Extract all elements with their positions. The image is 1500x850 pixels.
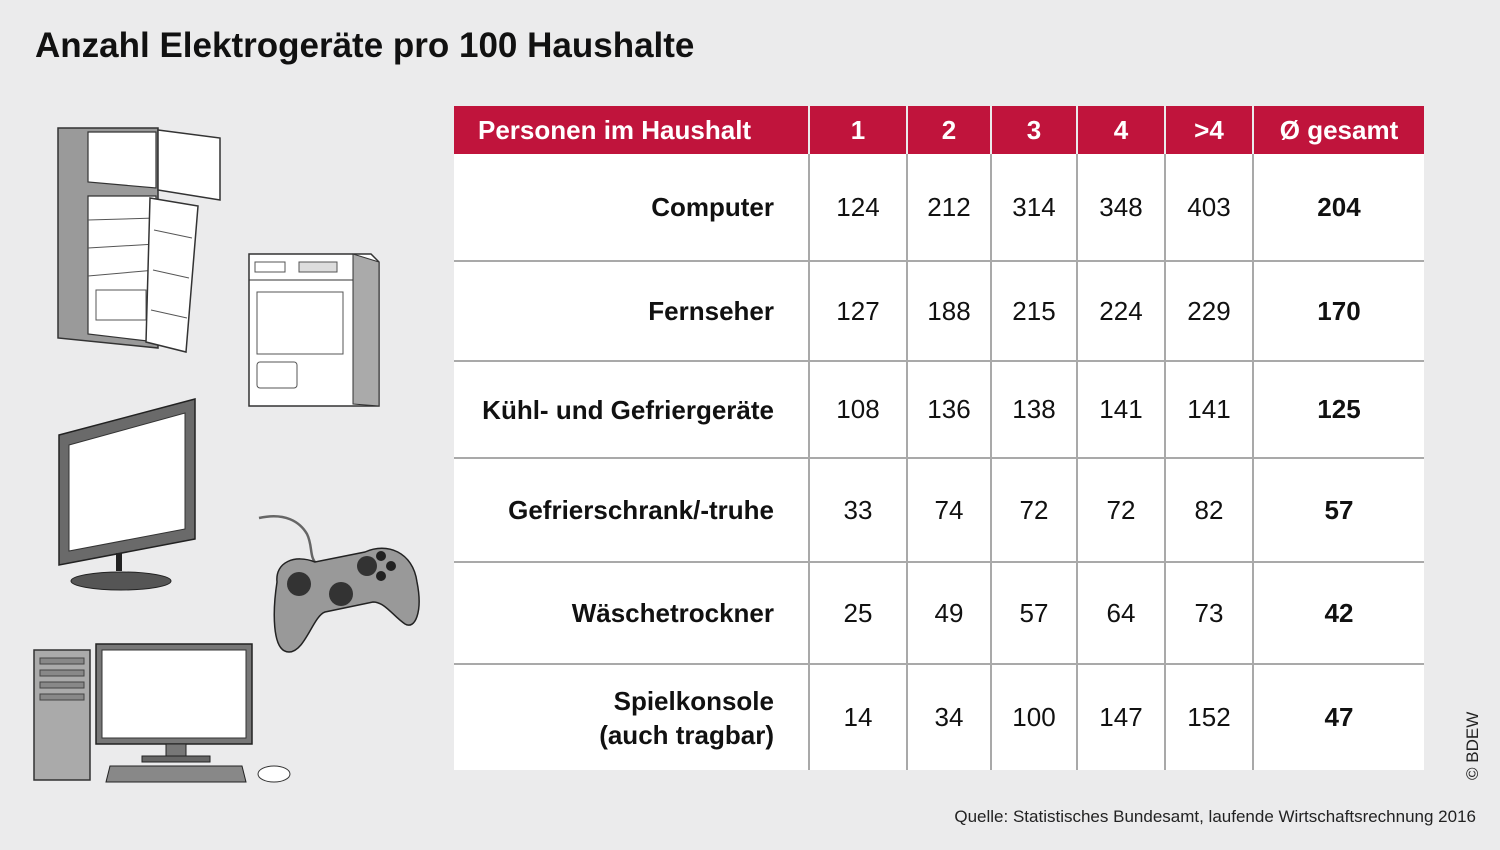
- cell-value: 33: [809, 457, 908, 562]
- cell-average: 170: [1253, 260, 1424, 361]
- cell-value: 212: [907, 154, 992, 261]
- row-label: Spielkonsole (auch tragbar): [454, 663, 810, 770]
- cell-value: 138: [991, 360, 1078, 458]
- row-label: Fernseher: [454, 260, 810, 361]
- gamepad-icon: [258, 515, 420, 653]
- cell-value: 188: [907, 260, 992, 361]
- header-col: 1: [809, 106, 908, 154]
- header-col: 3: [991, 106, 1078, 154]
- row-label: Computer: [454, 154, 810, 261]
- cell-value: 124: [809, 154, 908, 261]
- table-row: Kühl- und Gefriergeräte 108 136 138 141 141 12…: [454, 360, 1424, 458]
- cell-value: 72: [991, 457, 1078, 562]
- cell-value: 152: [1165, 663, 1254, 770]
- table-header-row: Personen im Haushalt 1 2 3 4 >4 Ø gesamt: [454, 106, 1424, 154]
- table-row: Fernseher 127 188 215 224 229 170: [454, 260, 1424, 361]
- fridge-icon: [57, 127, 221, 353]
- cell-value: 14: [809, 663, 908, 770]
- cell-value: 34: [907, 663, 992, 770]
- header-col: >4: [1165, 106, 1254, 154]
- cell-average: 42: [1253, 561, 1424, 664]
- cell-value: 25: [809, 561, 908, 664]
- copyright-note: © BDEW: [1463, 711, 1482, 780]
- data-table: Personen im Haushalt 1 2 3 4 >4 Ø gesamt Comp…: [454, 106, 1424, 770]
- cell-value: 49: [907, 561, 992, 664]
- table-row: Computer 124 212 314 348 403 204: [454, 154, 1424, 261]
- cell-value: 72: [1077, 457, 1166, 562]
- header-col: 4: [1077, 106, 1166, 154]
- data-table-container: Personen im Haushalt 1 2 3 4 >4 Ø gesamt Comp…: [454, 106, 1424, 770]
- cell-value: 108: [809, 360, 908, 458]
- header-label: Personen im Haushalt: [454, 106, 810, 154]
- cell-value: 100: [991, 663, 1078, 770]
- cell-value: 403: [1165, 154, 1254, 261]
- cell-value: 127: [809, 260, 908, 361]
- page-title: Anzahl Elektrogeräte pro 100 Haushalte: [35, 26, 695, 65]
- cell-value: 73: [1165, 561, 1254, 664]
- cell-average: 57: [1253, 457, 1424, 562]
- header-col: Ø gesamt: [1253, 106, 1424, 154]
- row-label: Gefrierschrank/-truhe: [454, 457, 810, 562]
- table-row: Gefrierschrank/-truhe 33 74 72 72 82 57: [454, 457, 1424, 562]
- monitor-icon: [58, 398, 196, 591]
- cell-average: 47: [1253, 663, 1424, 770]
- cell-value: 141: [1077, 360, 1166, 458]
- desktop-computer-icon: [33, 643, 291, 783]
- cell-value: 74: [907, 457, 992, 562]
- cell-value: 141: [1165, 360, 1254, 458]
- table-body: Computer 124 212 314 348 403 204 Fernseher 127 18…: [454, 154, 1424, 770]
- cell-value: 314: [991, 154, 1078, 261]
- row-label: Wäschetrockner: [454, 561, 810, 664]
- header-col: 2: [907, 106, 992, 154]
- cell-value: 348: [1077, 154, 1166, 261]
- table-row: Wäschetrockner 25 49 57 64 73 42: [454, 561, 1424, 664]
- cell-value: 57: [991, 561, 1078, 664]
- cell-value: 229: [1165, 260, 1254, 361]
- cell-value: 64: [1077, 561, 1166, 664]
- table-row: Spielkonsole (auch tragbar) 14 34 100 147 152…: [454, 663, 1424, 770]
- dryer-icon: [248, 253, 380, 407]
- cell-average: 204: [1253, 154, 1424, 261]
- source-note: Quelle: Statistisches Bundesamt, laufend…: [954, 807, 1476, 826]
- cell-value: 147: [1077, 663, 1166, 770]
- cell-average: 125: [1253, 360, 1424, 458]
- cell-value: 136: [907, 360, 992, 458]
- cell-value: 215: [991, 260, 1078, 361]
- cell-value: 224: [1077, 260, 1166, 361]
- row-label: Kühl- und Gefriergeräte: [454, 360, 810, 458]
- cell-value: 82: [1165, 457, 1254, 562]
